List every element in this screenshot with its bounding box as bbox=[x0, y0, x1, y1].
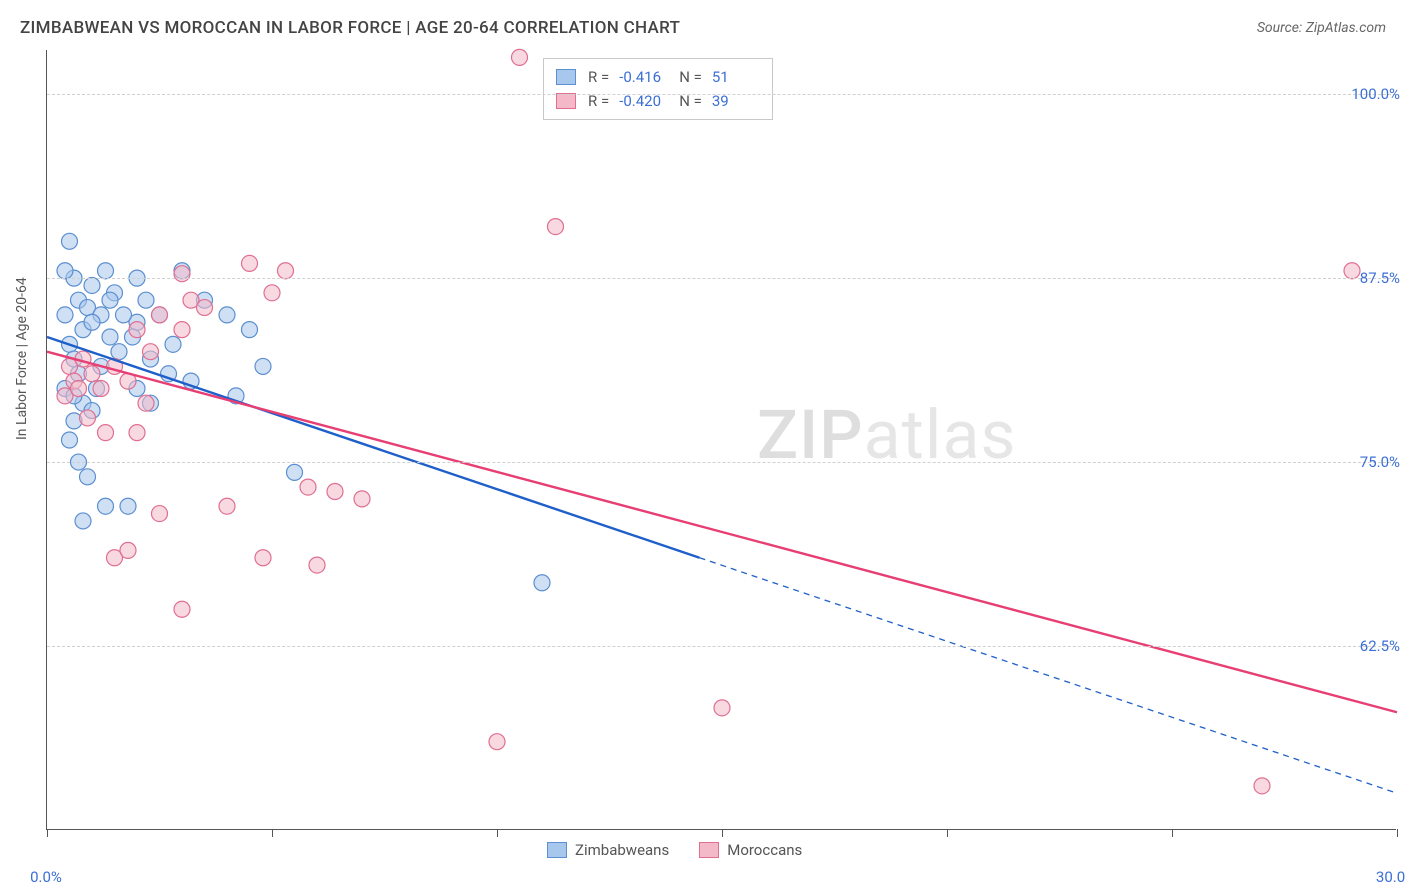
trend-line bbox=[47, 352, 1397, 713]
scatter-point bbox=[197, 300, 213, 316]
scatter-point bbox=[1254, 778, 1270, 794]
scatter-point bbox=[165, 336, 181, 352]
scatter-point bbox=[98, 263, 114, 279]
scatter-point bbox=[102, 329, 118, 345]
gridline-h bbox=[47, 278, 1396, 279]
scatter-point bbox=[255, 550, 271, 566]
n-label: N = bbox=[679, 89, 702, 113]
scatter-point bbox=[152, 506, 168, 522]
scatter-point bbox=[512, 49, 528, 65]
scatter-point bbox=[309, 557, 325, 573]
scatter-point bbox=[138, 395, 154, 411]
x-tick bbox=[1172, 829, 1173, 837]
scatter-point bbox=[129, 425, 145, 441]
x-tick bbox=[272, 829, 273, 837]
swatch-zimbabwean bbox=[556, 69, 576, 85]
scatter-point bbox=[80, 410, 96, 426]
scatter-svg bbox=[47, 50, 1396, 829]
x-tick bbox=[1397, 829, 1398, 837]
scatter-point bbox=[219, 307, 235, 323]
scatter-point bbox=[84, 314, 100, 330]
scatter-point bbox=[174, 601, 190, 617]
legend-item-moroccan: Moroccans bbox=[699, 841, 802, 859]
source-attribution: Source: ZipAtlas.com bbox=[1257, 20, 1386, 36]
scatter-point bbox=[300, 479, 316, 495]
scatter-point bbox=[111, 344, 127, 360]
chart-plot-area: ZIPatlas R = -0.416 N = 51 R = -0.420 N … bbox=[46, 50, 1396, 830]
r-label: R = bbox=[588, 89, 609, 113]
scatter-point bbox=[129, 322, 145, 338]
swatch-moroccan bbox=[556, 93, 576, 109]
scatter-point bbox=[242, 322, 258, 338]
correlation-stats-box: R = -0.416 N = 51 R = -0.420 N = 39 bbox=[543, 58, 773, 120]
scatter-point bbox=[93, 380, 109, 396]
scatter-point bbox=[120, 542, 136, 558]
x-tick bbox=[722, 829, 723, 837]
scatter-point bbox=[98, 425, 114, 441]
scatter-point bbox=[84, 277, 100, 293]
scatter-point bbox=[138, 292, 154, 308]
scatter-point bbox=[98, 498, 114, 514]
x-tick bbox=[497, 829, 498, 837]
scatter-point bbox=[174, 322, 190, 338]
scatter-point bbox=[174, 266, 190, 282]
scatter-point bbox=[143, 344, 159, 360]
scatter-point bbox=[287, 464, 303, 480]
scatter-point bbox=[264, 285, 280, 301]
x-tick bbox=[47, 829, 48, 837]
scatter-point bbox=[714, 700, 730, 716]
n-label: N = bbox=[679, 65, 702, 89]
scatter-point bbox=[354, 491, 370, 507]
gridline-h bbox=[47, 462, 1396, 463]
y-tick-label: 87.5% bbox=[1360, 269, 1400, 287]
scatter-point bbox=[534, 575, 550, 591]
legend-item-zimbabwean: Zimbabweans bbox=[547, 841, 669, 859]
scatter-point bbox=[57, 307, 73, 323]
n-value-moroccan: 39 bbox=[712, 89, 760, 113]
scatter-point bbox=[255, 358, 271, 374]
scatter-point bbox=[102, 292, 118, 308]
x-tick-label: 30.0% bbox=[1376, 868, 1406, 886]
stats-row-zimbabwean: R = -0.416 N = 51 bbox=[556, 65, 760, 89]
n-value-zimbabwean: 51 bbox=[712, 65, 760, 89]
chart-header: ZIMBABWEAN VS MOROCCAN IN LABOR FORCE | … bbox=[20, 18, 1386, 38]
scatter-point bbox=[57, 263, 73, 279]
trend-line bbox=[47, 337, 700, 558]
gridline-h bbox=[47, 646, 1396, 647]
y-tick-label: 75.0% bbox=[1360, 453, 1400, 471]
y-tick-label: 100.0% bbox=[1351, 85, 1400, 103]
stats-row-moroccan: R = -0.420 N = 39 bbox=[556, 89, 760, 113]
scatter-point bbox=[120, 498, 136, 514]
scatter-point bbox=[489, 734, 505, 750]
legend-label-zimbabwean: Zimbabweans bbox=[575, 841, 669, 859]
scatter-point bbox=[219, 498, 235, 514]
scatter-point bbox=[278, 263, 294, 279]
legend-swatch-zimbabwean bbox=[547, 842, 567, 858]
y-tick-label: 62.5% bbox=[1360, 637, 1400, 655]
scatter-point bbox=[71, 380, 87, 396]
scatter-point bbox=[152, 307, 168, 323]
x-tick-label: 0.0% bbox=[30, 868, 62, 886]
scatter-point bbox=[75, 513, 91, 529]
chart-title: ZIMBABWEAN VS MOROCCAN IN LABOR FORCE | … bbox=[20, 18, 680, 38]
scatter-point bbox=[1344, 263, 1360, 279]
r-value-moroccan: -0.420 bbox=[619, 89, 667, 113]
scatter-point bbox=[80, 469, 96, 485]
r-value-zimbabwean: -0.416 bbox=[619, 65, 667, 89]
scatter-point bbox=[116, 307, 132, 323]
gridline-h bbox=[47, 94, 1396, 95]
x-tick bbox=[947, 829, 948, 837]
y-axis-label: In Labor Force | Age 20-64 bbox=[14, 277, 30, 440]
scatter-point bbox=[84, 366, 100, 382]
scatter-point bbox=[548, 219, 564, 235]
trend-line-extrapolated bbox=[700, 558, 1398, 793]
legend-swatch-moroccan bbox=[699, 842, 719, 858]
scatter-point bbox=[62, 432, 78, 448]
scatter-point bbox=[62, 233, 78, 249]
scatter-point bbox=[327, 484, 343, 500]
scatter-point bbox=[242, 255, 258, 271]
r-label: R = bbox=[588, 65, 609, 89]
series-legend: Zimbabweans Moroccans bbox=[547, 841, 802, 859]
legend-label-moroccan: Moroccans bbox=[727, 841, 802, 859]
